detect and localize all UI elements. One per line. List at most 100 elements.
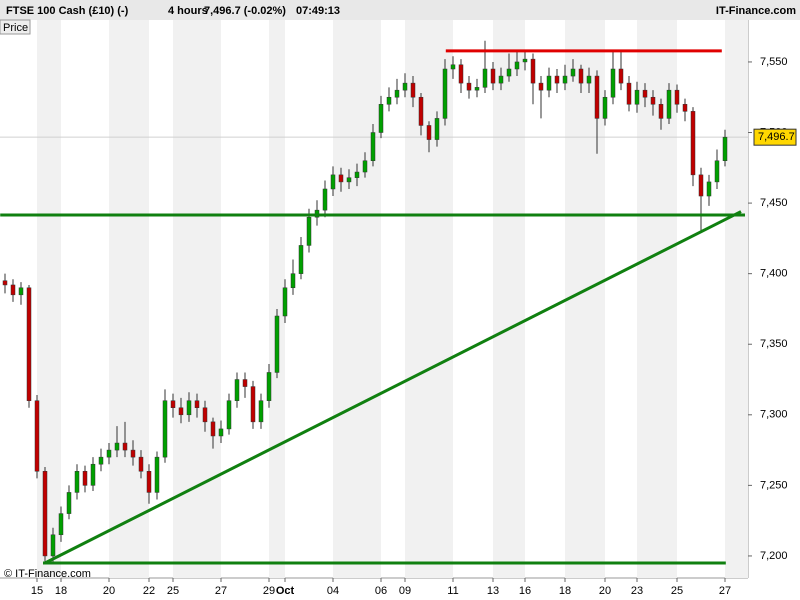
- header-bar: [0, 0, 800, 20]
- candle-body: [530, 58, 536, 84]
- candle-body: [18, 287, 24, 296]
- y-tick-label: 7,200: [760, 550, 788, 562]
- candle-body: [154, 456, 160, 493]
- candle-body: [410, 82, 416, 98]
- candle-body: [522, 58, 528, 63]
- candle-body: [114, 442, 120, 451]
- candle-body: [706, 181, 712, 197]
- candle-body: [258, 400, 264, 423]
- candle-body: [290, 273, 296, 289]
- candle-body: [250, 386, 256, 423]
- price-tag: [753, 128, 797, 146]
- candle-body: [226, 400, 232, 430]
- candle-body: [450, 64, 456, 70]
- x-tick-label: 27: [215, 585, 227, 597]
- panel-label-box: [0, 19, 31, 35]
- candle-body: [682, 104, 688, 112]
- candle-body: [514, 61, 520, 70]
- watermark: © IT-Finance.com: [4, 568, 91, 580]
- candle-body: [722, 136, 728, 161]
- candle-body: [618, 68, 624, 84]
- candle-body: [242, 379, 248, 387]
- candle-body: [218, 428, 224, 437]
- candle-body: [178, 407, 184, 416]
- candle-body: [418, 96, 424, 126]
- candle-body: [34, 400, 40, 472]
- x-tick-label: 29: [263, 585, 275, 597]
- candle-body: [434, 118, 440, 140]
- candle-body: [274, 315, 280, 373]
- candle-body: [666, 89, 672, 119]
- y-tick-label: 7,250: [760, 479, 788, 491]
- candle-body: [634, 89, 640, 105]
- candle-body: [74, 471, 80, 493]
- candle-body: [378, 104, 384, 133]
- candle-body: [298, 245, 304, 274]
- candle-body: [506, 68, 512, 77]
- candle-body: [98, 456, 104, 465]
- candle-body: [122, 442, 128, 451]
- candle-body: [170, 400, 176, 408]
- candle-body: [498, 75, 504, 84]
- y-tick-label: 7,400: [760, 268, 788, 280]
- candle-body: [386, 96, 392, 105]
- time: 07:49:13: [296, 5, 340, 17]
- candle-body: [2, 280, 8, 286]
- x-tick-label: 13: [487, 585, 499, 597]
- candle-body: [50, 534, 56, 557]
- candle-body: [554, 75, 560, 84]
- candle-body: [690, 111, 696, 176]
- brand: IT-Finance.com: [716, 5, 796, 17]
- day-stripe: [333, 20, 381, 578]
- x-tick-label: Oct: [276, 585, 295, 597]
- candle-body: [90, 463, 96, 486]
- candle-body: [474, 87, 480, 91]
- candle-body: [602, 96, 608, 119]
- day-stripe: [109, 20, 149, 578]
- candle-body: [658, 104, 664, 119]
- candle-body: [538, 82, 544, 91]
- trendline: [44, 210, 742, 565]
- candle-body: [202, 407, 208, 423]
- candle-body: [146, 471, 152, 493]
- day-stripe: [725, 20, 748, 578]
- candle-body: [354, 171, 360, 178]
- instrument: FTSE 100 Cash (£10) (-): [6, 5, 129, 17]
- candle-body: [546, 75, 552, 91]
- candle-body: [210, 421, 216, 437]
- candle-body: [442, 68, 448, 119]
- panel-label: Price: [3, 22, 28, 34]
- x-tick-label: 25: [167, 585, 179, 597]
- x-tick-label: 20: [103, 585, 115, 597]
- candle-body: [626, 82, 632, 105]
- x-tick-label: 25: [671, 585, 683, 597]
- candle-body: [162, 400, 168, 458]
- quote: 7,496.7 (-0.02%): [204, 5, 286, 17]
- candle-body: [322, 188, 328, 211]
- x-tick-label: 16: [519, 585, 531, 597]
- candle-body: [26, 287, 32, 401]
- candle-body: [338, 174, 344, 183]
- candle-body: [186, 400, 192, 416]
- x-tick-label: 20: [599, 585, 611, 597]
- x-tick-label: 04: [327, 585, 339, 597]
- candle-body: [370, 132, 376, 161]
- candle-body: [578, 68, 584, 84]
- candle-body: [362, 160, 368, 173]
- candle-body: [570, 68, 576, 77]
- x-tick-label: 06: [375, 585, 387, 597]
- candle-body: [266, 372, 272, 401]
- candle-body: [106, 449, 112, 458]
- x-tick-label: 18: [559, 585, 571, 597]
- candle-body: [482, 68, 488, 88]
- timeframe: 4 hours: [168, 5, 208, 17]
- candle-body: [466, 82, 472, 91]
- y-tick-label: 7,300: [760, 409, 788, 421]
- candle-body: [490, 68, 496, 84]
- candle-body: [714, 160, 720, 183]
- y-tick-label: 7,350: [760, 338, 788, 350]
- candle-body: [394, 89, 400, 98]
- x-tick-label: 15: [31, 585, 43, 597]
- candle-body: [138, 456, 144, 472]
